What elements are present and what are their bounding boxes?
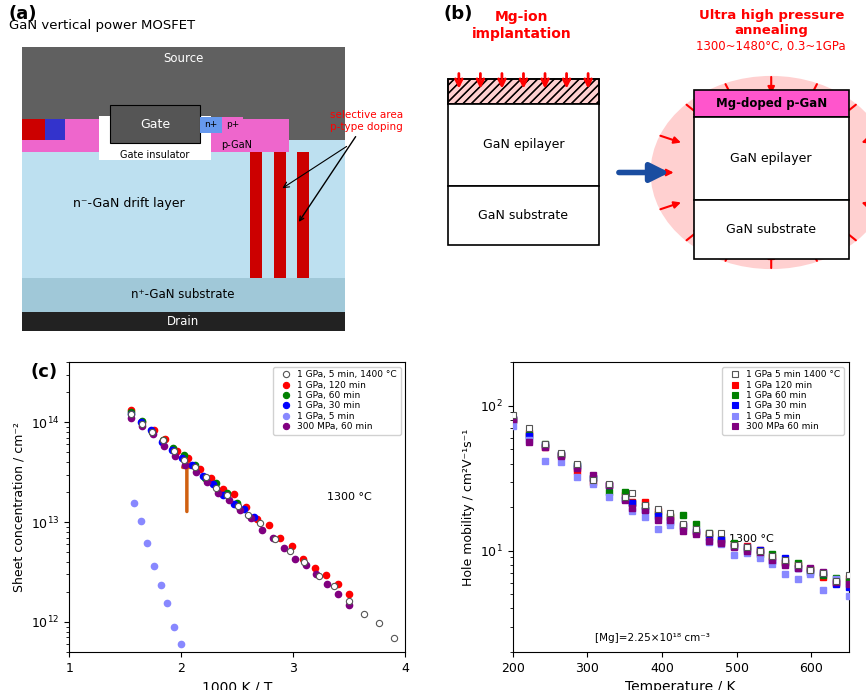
Text: GaN substrate: GaN substrate <box>727 223 817 236</box>
Bar <box>22 119 45 139</box>
Bar <box>22 312 345 331</box>
Text: (c): (c) <box>30 363 57 381</box>
Bar <box>448 104 599 186</box>
Text: p+: p+ <box>226 120 239 130</box>
X-axis label: 1000 K / T: 1000 K / T <box>202 680 273 690</box>
Text: 1300~1480°C, 0.3~1GPa: 1300~1480°C, 0.3~1GPa <box>696 39 846 52</box>
Text: p-GaN: p-GaN <box>222 140 253 150</box>
Legend: 1 GPa, 5 min, 1400 °C, 1 GPa, 120 min, 1 GPa, 60 min, 1 GPa, 30 min, 1 GPa, 5 mi: 1 GPa, 5 min, 1400 °C, 1 GPa, 120 min, 1… <box>273 367 401 435</box>
Circle shape <box>650 76 866 269</box>
Text: Source: Source <box>163 52 204 65</box>
Text: Mg-doped p-GaN: Mg-doped p-GaN <box>715 97 827 110</box>
Bar <box>297 152 309 278</box>
Y-axis label: Sheet concentration / cm⁻²: Sheet concentration / cm⁻² <box>12 422 25 592</box>
Bar <box>99 115 211 160</box>
Bar <box>448 79 599 104</box>
Text: Ultra high pressure
annealing: Ultra high pressure annealing <box>699 8 843 37</box>
Bar <box>200 117 222 132</box>
Text: Mg-ion
implantation: Mg-ion implantation <box>471 10 572 41</box>
Text: (b): (b) <box>443 5 473 23</box>
Bar <box>274 152 286 278</box>
Bar <box>448 186 599 245</box>
Text: Gate insulator: Gate insulator <box>120 150 190 159</box>
Circle shape <box>694 110 849 235</box>
Bar <box>694 90 849 117</box>
Bar <box>250 152 262 278</box>
Bar <box>22 47 345 139</box>
Text: GaN substrate: GaN substrate <box>479 209 568 222</box>
Text: Gate: Gate <box>140 118 170 130</box>
Text: n+: n+ <box>204 120 217 130</box>
Bar <box>22 278 345 312</box>
Bar <box>448 79 599 104</box>
Text: selective area
p-type doping: selective area p-type doping <box>300 110 403 221</box>
Text: n⁻-GaN drift layer: n⁻-GaN drift layer <box>74 197 185 210</box>
Text: GaN epilayer: GaN epilayer <box>482 138 565 150</box>
Bar <box>694 117 849 200</box>
Bar <box>203 119 288 152</box>
Text: GaN epilayer: GaN epilayer <box>730 152 812 164</box>
Text: (a): (a) <box>9 5 37 23</box>
Bar <box>448 79 599 104</box>
Legend: 1 GPa 5 min 1400 °C, 1 GPa 120 min, 1 GPa 60 min, 1 GPa 30 min, 1 GPa 5 min, 300: 1 GPa 5 min 1400 °C, 1 GPa 120 min, 1 GP… <box>722 367 844 435</box>
Bar <box>22 119 65 139</box>
Text: [Mg]=2.25×10¹⁸ cm⁻³: [Mg]=2.25×10¹⁸ cm⁻³ <box>595 633 710 643</box>
Bar <box>110 105 200 143</box>
Text: Drain: Drain <box>167 315 199 328</box>
X-axis label: Temperature / K: Temperature / K <box>625 680 736 690</box>
Bar <box>694 200 849 259</box>
Text: GaN vertical power MOSFET: GaN vertical power MOSFET <box>9 19 195 32</box>
Text: 1300 °C: 1300 °C <box>326 492 372 502</box>
Bar <box>22 119 116 152</box>
Text: 1300 °C: 1300 °C <box>729 534 774 544</box>
Bar <box>22 139 345 278</box>
Bar <box>222 117 243 132</box>
Y-axis label: Hole mobility / cm²V⁻¹s⁻¹: Hole mobility / cm²V⁻¹s⁻¹ <box>462 428 475 586</box>
Text: n⁺-GaN substrate: n⁺-GaN substrate <box>132 288 235 302</box>
